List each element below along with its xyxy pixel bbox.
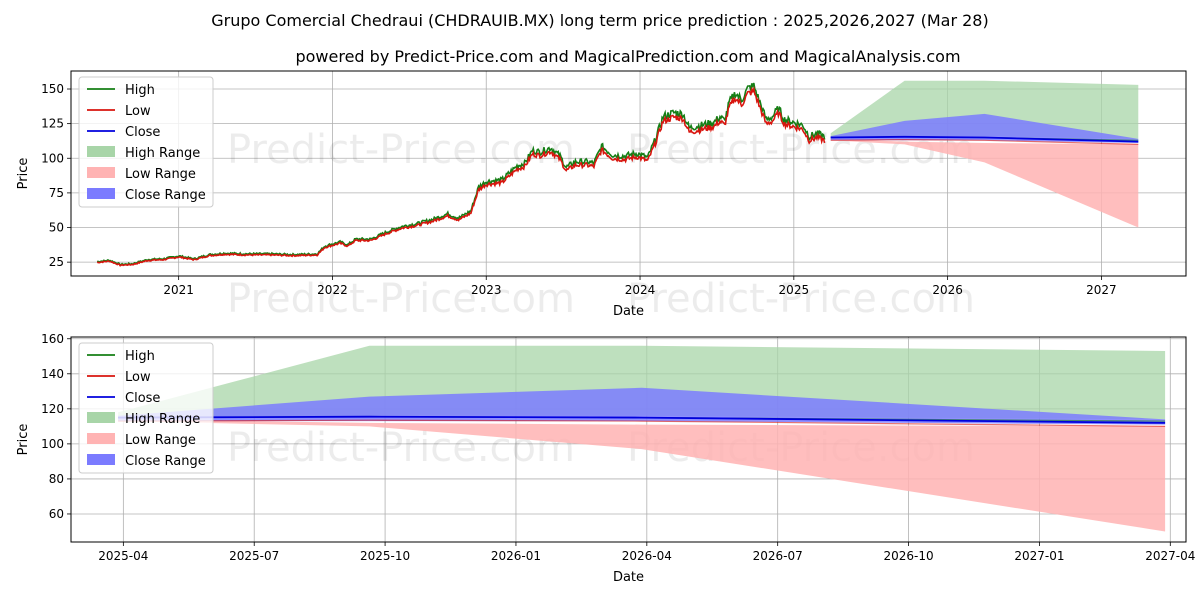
legend-low-label: Low [125,370,151,385]
x-tick-label: 2026-10 [883,549,933,563]
y-tick-label: 125 [41,117,64,131]
y-tick-label: 120 [41,402,64,416]
y-tick-label: 100 [41,151,64,165]
y-tick-label: 140 [41,367,64,381]
x-tick-label: 2025 [779,283,810,297]
x-tick-label: 2025-04 [98,549,148,563]
x-tick-label: 2024 [625,283,656,297]
history-low-line [96,85,826,267]
y-tick-label: 100 [41,437,64,451]
legend-close-label: Close [125,391,160,406]
legend-low-label: Low [125,104,151,119]
legend-close-range-swatch [87,454,115,465]
y-tick-label: 50 [49,221,64,235]
watermark-text: Predict-Price.com [227,276,575,322]
x-tick-label: 2025-07 [229,549,279,563]
x-tick-label: 2026-07 [753,549,803,563]
low-range-area [830,138,1139,228]
forecast-close-line [830,135,1139,143]
legend-high-range-swatch [87,146,115,157]
close-range-area [118,387,1166,425]
close-range-area [830,113,1139,143]
x-axis-label: Date [613,304,644,319]
y-axis-label: Price [16,158,31,190]
legend-close-label: Close [125,125,160,140]
x-tick-label: 2023 [471,283,502,297]
y-tick-label: 25 [49,255,64,269]
chart-title: Grupo Comercial Chedraui (CHDRAUIB.MX) l… [211,11,988,30]
legend-close-range-label: Close Range [125,454,206,469]
forecast-low-line [118,419,1166,427]
legend-low-range-label: Low Range [125,433,196,448]
legend-high-label: High [125,83,155,98]
y-tick-label: 80 [49,472,64,486]
y-tick-label: 150 [41,82,64,96]
low-range-area [118,419,1166,532]
top-panel: 2021 2022 2023 2024 2025 2026 2027 25 50 75 100 125… [16,70,1187,322]
y-axis-label: Price [16,424,31,456]
y-tick-label: 160 [41,332,64,346]
legend-high-range-swatch [87,412,115,423]
x-tick-label: 2026 [932,283,963,297]
legend-close-range-swatch [87,188,115,199]
x-axis-label: Date [613,570,644,585]
legend-high-range-label: High Range [125,412,200,427]
bottom-panel: 2025-04 2025-07 2025-10 2026-01 2026-04 2026-… [16,332,1195,585]
legend-low-range-label: Low Range [125,167,196,182]
legend-high-range-label: High Range [125,146,200,161]
x-tick-label: 2025-10 [360,549,410,563]
x-tick-label: 2026-01 [491,549,541,563]
plot-area [96,80,1139,267]
x-tick-label: 2021 [163,283,194,297]
legend-high-label: High [125,349,155,364]
legend-close-range-label: Close Range [125,188,206,203]
x-tick-label: 2026-04 [622,549,672,563]
legend-low-range-swatch [87,433,115,444]
x-tick-label: 2027-01 [1014,549,1064,563]
watermark-text: Predict-Price.com [627,276,975,322]
x-tick-label: 2022 [317,283,348,297]
history-high-line [96,82,826,267]
legend: High Low Close High Range Low Range Close Ran… [78,342,214,474]
forecast-low-line [830,138,1139,145]
x-tick-label: 2027-04 [1145,549,1195,563]
legend-low-range-swatch [87,167,115,178]
x-tick-label: 2027 [1086,283,1117,297]
chart-subtitle: powered by Predict-Price.com and Magical… [295,47,960,66]
axes-frame [70,336,1187,543]
plot-area [118,345,1166,532]
y-tick-label: 75 [49,186,64,200]
axes-frame [70,70,1187,277]
forecast-close-line [118,415,1166,424]
legend: High Low Close High Range Low Range Close Ran… [78,76,214,208]
y-tick-label: 60 [49,507,64,521]
